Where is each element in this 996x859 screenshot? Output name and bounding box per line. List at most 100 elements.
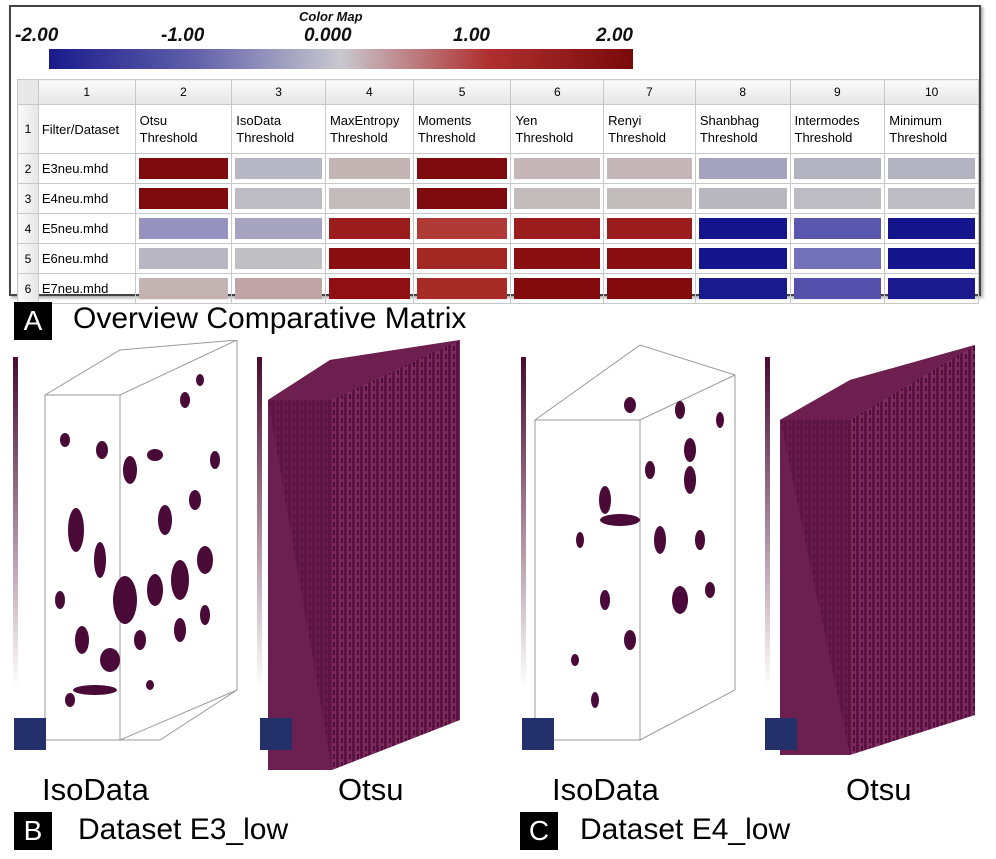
view-label-e4-otsu: Otsu [846, 772, 912, 807]
matrix-cell[interactable] [231, 273, 326, 304]
matrix-cell[interactable] [510, 243, 605, 274]
matrix-cell[interactable] [603, 243, 696, 274]
matrix-cell-fill [514, 188, 601, 209]
colormap-gradient-bar [49, 49, 633, 69]
matrix-cell-fill [328, 218, 410, 239]
matrix-cell[interactable] [884, 243, 979, 274]
filter-header-line: Threshold [889, 130, 948, 145]
matrix-cell[interactable] [603, 153, 696, 184]
matrix-cell[interactable] [510, 273, 605, 304]
matrix-cell[interactable] [789, 273, 886, 304]
filter-header-line: Threshold [699, 130, 758, 145]
matrix-cell-fill [514, 158, 601, 179]
blobs-e4-isodata [571, 397, 724, 708]
matrix-cell-fill [514, 248, 601, 269]
filter-header-line: Renyi [608, 113, 642, 128]
matrix-cell[interactable] [412, 213, 512, 244]
matrix-cell[interactable] [134, 153, 233, 184]
matrix-cell-fill [416, 278, 508, 299]
dataset-label: E4neu.mhd [37, 183, 136, 214]
matrix-cell[interactable] [694, 273, 791, 304]
matrix-cell[interactable] [324, 213, 414, 244]
row-index[interactable]: 4 [17, 213, 39, 244]
filter-header-line: Yen [515, 113, 538, 128]
matrix-cell-fill [235, 188, 322, 209]
matrix-cell[interactable] [231, 213, 326, 244]
matrix-cell[interactable] [694, 183, 791, 214]
column-header[interactable]: 6 [510, 79, 605, 105]
matrix-cell-fill [607, 218, 692, 239]
matrix-cell-fill [888, 158, 975, 179]
matrix-cell[interactable] [134, 273, 233, 304]
matrix-cell[interactable] [884, 153, 979, 184]
matrix-cell[interactable] [789, 243, 886, 274]
caption-b-text: Dataset E3_low [78, 813, 289, 846]
filter-header-line: Shanbhag [699, 113, 760, 128]
column-header[interactable]: 7 [603, 79, 696, 105]
filter-header-line: MaxEntropy [329, 113, 400, 128]
matrix-cell[interactable] [603, 183, 696, 214]
column-header[interactable]: 1 [37, 79, 136, 105]
table-row: 4 E5neu.mhd [17, 213, 979, 244]
column-header[interactable]: 9 [789, 79, 886, 105]
matrix-cell[interactable] [603, 273, 696, 304]
matrix-cell[interactable] [884, 213, 979, 244]
dataset-label: E5neu.mhd [37, 213, 136, 244]
matrix-cell[interactable] [694, 153, 791, 184]
row-index[interactable]: 5 [17, 243, 39, 274]
view-e4-isodata [521, 344, 736, 750]
matrix-cell[interactable] [789, 153, 886, 184]
matrix-cell-fill [607, 248, 692, 269]
row-index[interactable]: 2 [17, 153, 39, 184]
matrix-cell[interactable] [603, 213, 696, 244]
matrix-cell[interactable] [412, 153, 512, 184]
matrix-cell[interactable] [789, 183, 886, 214]
matrix-cell[interactable] [134, 183, 233, 214]
matrix-cell[interactable] [231, 183, 326, 214]
matrix-cell[interactable] [134, 213, 233, 244]
matrix-cell[interactable] [324, 183, 414, 214]
matrix-cell[interactable] [884, 273, 979, 304]
column-header[interactable]: 10 [884, 79, 979, 105]
matrix-cell[interactable] [134, 243, 233, 274]
matrix-cell[interactable] [789, 213, 886, 244]
orientation-cube-icon [522, 718, 554, 750]
filter-header: Minimum Threshold [884, 104, 979, 154]
scalar-bar [13, 357, 18, 687]
column-header[interactable]: 5 [412, 79, 512, 105]
column-header[interactable]: 4 [324, 79, 414, 105]
matrix-cell-fill [328, 278, 410, 299]
row-index[interactable]: 6 [17, 273, 39, 304]
matrix-cell-fill [138, 158, 229, 179]
row-index[interactable]: 1 [17, 104, 39, 154]
column-header[interactable]: 8 [694, 79, 791, 105]
colormap-title: Color Map [299, 9, 363, 24]
scalar-bar [521, 357, 526, 687]
matrix-cell[interactable] [884, 183, 979, 214]
colormap-tick-max: 2.00 [596, 25, 633, 46]
column-header[interactable]: 3 [231, 79, 326, 105]
scalar-bar [765, 357, 770, 687]
matrix-cell-fill [793, 248, 882, 269]
matrix-cell[interactable] [510, 213, 605, 244]
matrix-cell[interactable] [324, 243, 414, 274]
matrix-cell[interactable] [694, 213, 791, 244]
matrix-cell[interactable] [694, 243, 791, 274]
matrix-cell[interactable] [412, 183, 512, 214]
matrix-cell[interactable] [510, 153, 605, 184]
matrix-cell-fill [416, 188, 508, 209]
matrix-cell[interactable] [412, 273, 512, 304]
row-index[interactable]: 3 [17, 183, 39, 214]
comparative-matrix: 1 2 3 4 5 6 7 8 9 10 1 Filter/Dataset Otsu Threshold I… [17, 79, 979, 304]
matrix-cell[interactable] [324, 153, 414, 184]
matrix-cell-fill [138, 248, 229, 269]
filter-header: Intermodes Threshold [789, 104, 886, 154]
matrix-cell[interactable] [412, 243, 512, 274]
matrix-cell[interactable] [510, 183, 605, 214]
matrix-cell[interactable] [324, 273, 414, 304]
column-header[interactable]: 2 [134, 79, 233, 105]
matrix-cell[interactable] [231, 243, 326, 274]
filter-header-line: Threshold [417, 130, 476, 145]
matrix-cell[interactable] [231, 153, 326, 184]
